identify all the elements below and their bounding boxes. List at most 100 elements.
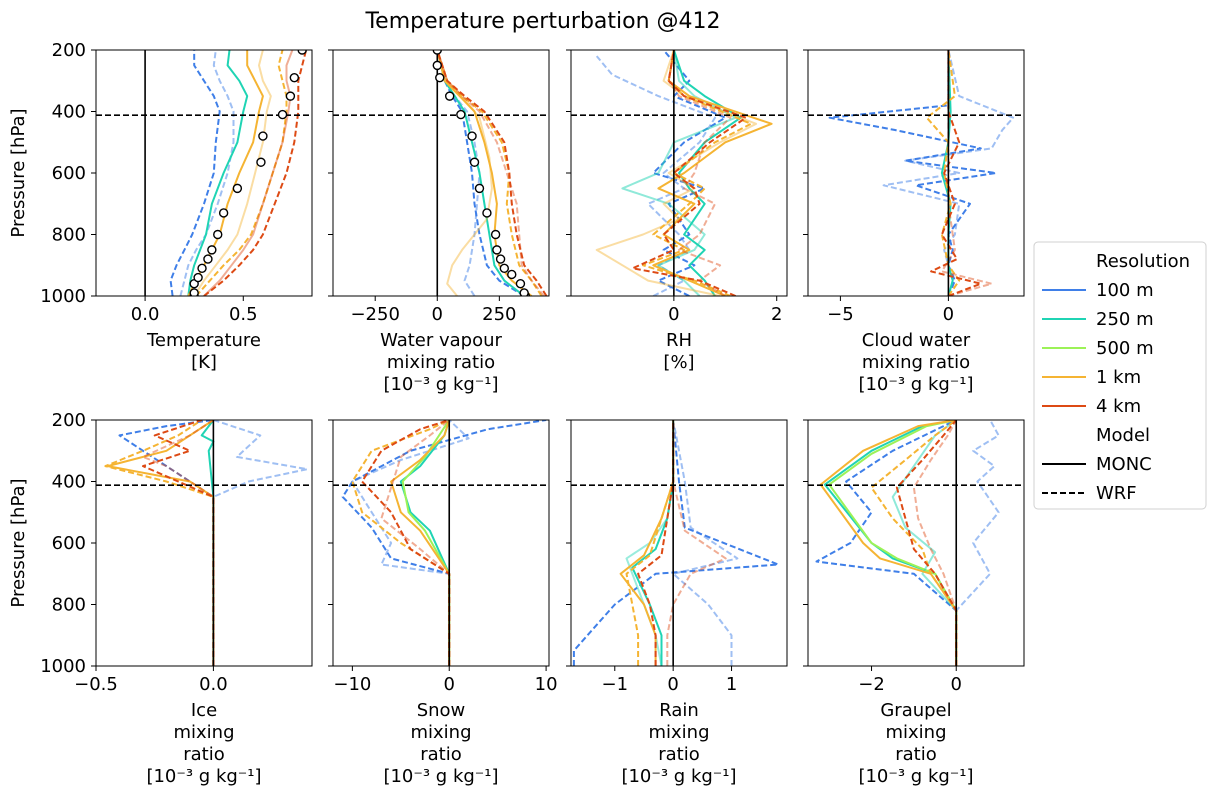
x-axis-label: mixing	[410, 722, 471, 743]
x-tick-label: 10	[535, 674, 558, 695]
panels: 0.0 0.52004006008001000Temperature[K]Pres…	[8, 40, 1025, 787]
y-tick-label: 1000	[40, 286, 86, 307]
panel-ice: −0.5 0.0 200 400 600 800 1000 Icemixingratio[10…	[8, 410, 313, 787]
x-axis-label: Cloud water	[862, 330, 971, 351]
series-4km-wrf-7	[203, 50, 308, 296]
legend-box	[1033, 241, 1207, 510]
legend-title-resolution: Resolution	[1096, 251, 1190, 272]
series-250m-monc-2	[200, 420, 215, 666]
series-1km-monc-5	[819, 420, 958, 666]
series-250m-monc-2	[672, 50, 742, 296]
x-axis-label: [10⁻³ g kg⁻¹]	[383, 374, 498, 395]
series-100m-wrf-0	[341, 420, 547, 666]
x-axis-label: Water vapour	[380, 330, 502, 351]
series-1km-wrf-6	[642, 50, 752, 296]
observation-marker	[432, 50, 442, 55]
x-axis-label: [10⁻³ g kg⁻¹]	[858, 374, 973, 395]
x-tick-label: 250	[482, 304, 516, 325]
series-500m-monc-3	[828, 420, 958, 666]
series-100m-wrf-0	[118, 420, 215, 666]
observation-marker	[456, 109, 466, 120]
observation-marker	[189, 288, 199, 296]
observation-marker	[515, 279, 526, 289]
series-4km-wrf-6	[361, 420, 451, 666]
observation-marker	[277, 109, 288, 120]
x-tick-label: 0	[444, 674, 455, 695]
x-axis-label: ratio	[183, 744, 225, 765]
series-250m-monc-2	[187, 50, 249, 296]
legend-label-monc: MONC	[1096, 454, 1152, 475]
series-4km-wrf-6	[436, 50, 548, 296]
x-axis-label: Temperature	[146, 330, 261, 351]
legend-label-250m: 250 m	[1096, 309, 1154, 330]
x-tick-label: −1	[602, 674, 629, 695]
x-axis-label: mixing	[885, 722, 946, 743]
x-tick-label: −250	[350, 304, 399, 325]
observation-marker	[232, 183, 243, 194]
observation-marker	[492, 245, 502, 255]
series-100m-wrf-0	[828, 50, 997, 296]
series-1km-monc-4	[193, 50, 272, 296]
series-1km-monc-4	[652, 50, 773, 296]
legend-title-model: Model	[1096, 425, 1150, 446]
series-100m-wrf-1	[179, 50, 235, 296]
series-1km-wrf-5	[195, 50, 288, 296]
observation-marker	[197, 263, 207, 274]
observation-marker	[499, 263, 510, 274]
series-4km-wrf-7	[436, 50, 545, 296]
observation-marker	[285, 91, 296, 101]
series-4km-wrf-5	[142, 420, 215, 666]
x-axis-label: mixing ratio	[387, 352, 495, 373]
x-axis-label: ratio	[420, 744, 462, 765]
observation-marker	[289, 72, 300, 83]
series-100m-wrf-0	[169, 50, 221, 296]
x-axis-label: mixing ratio	[862, 352, 970, 373]
observation-marker	[507, 269, 517, 280]
observation-marker	[519, 288, 529, 296]
axes-frame	[332, 419, 550, 667]
series-4km-wrf-7	[895, 420, 958, 666]
legend-label-500m: 500 m	[1096, 338, 1154, 359]
axes-frame	[570, 419, 788, 667]
x-axis-label: Rain	[659, 700, 699, 721]
observation-marker	[297, 50, 307, 55]
series-250m-monc-2	[436, 50, 525, 296]
observation-marker	[193, 272, 203, 283]
x-tick-label: 0	[943, 304, 954, 325]
legend-label-1km: 1 km	[1096, 367, 1141, 388]
observation-marker	[495, 254, 506, 264]
observation-marker	[469, 157, 480, 167]
series-4km-monc-6	[203, 50, 294, 296]
x-axis-label: ratio	[658, 744, 700, 765]
series-250m-monc-2	[823, 420, 958, 666]
y-axis-label: Pressure [hPa]	[8, 108, 29, 237]
x-axis-label: [10⁻³ g kg⁻¹]	[621, 766, 736, 787]
series-1km-wrf-4	[104, 420, 215, 666]
series-100m-wrf-1	[212, 420, 309, 666]
y-tick-label: 600	[52, 163, 86, 184]
x-tick-label: −10	[333, 674, 371, 695]
observation-marker	[467, 131, 477, 141]
observation-marker	[256, 157, 266, 167]
x-tick-label: 0.0	[131, 304, 160, 325]
series-100m-wrf-0	[572, 420, 780, 666]
series-1km-monc-3	[187, 50, 264, 296]
series-100m-wrf-0	[436, 50, 525, 296]
x-axis-label: Graupel	[880, 700, 951, 721]
series-4km-wrf-7	[380, 420, 451, 666]
series-100m-wrf-1	[955, 420, 1000, 666]
figure-title: Temperature perturbation @412	[364, 9, 720, 34]
x-tick-label: 0.0	[199, 674, 228, 695]
observation-marker	[207, 245, 217, 255]
x-tick-label: 0	[667, 674, 678, 695]
series-250m-monc-4	[891, 420, 958, 666]
y-tick-label: 800	[52, 225, 86, 246]
x-axis-label: [10⁻³ g kg⁻¹]	[383, 766, 498, 787]
x-tick-label: −2	[858, 674, 885, 695]
x-axis-label: RH	[666, 330, 692, 351]
series-1km-wrf-3	[925, 50, 961, 296]
x-axis-label: Ice	[191, 700, 217, 721]
panel-rh: 0 2 RH[%]	[566, 49, 788, 373]
